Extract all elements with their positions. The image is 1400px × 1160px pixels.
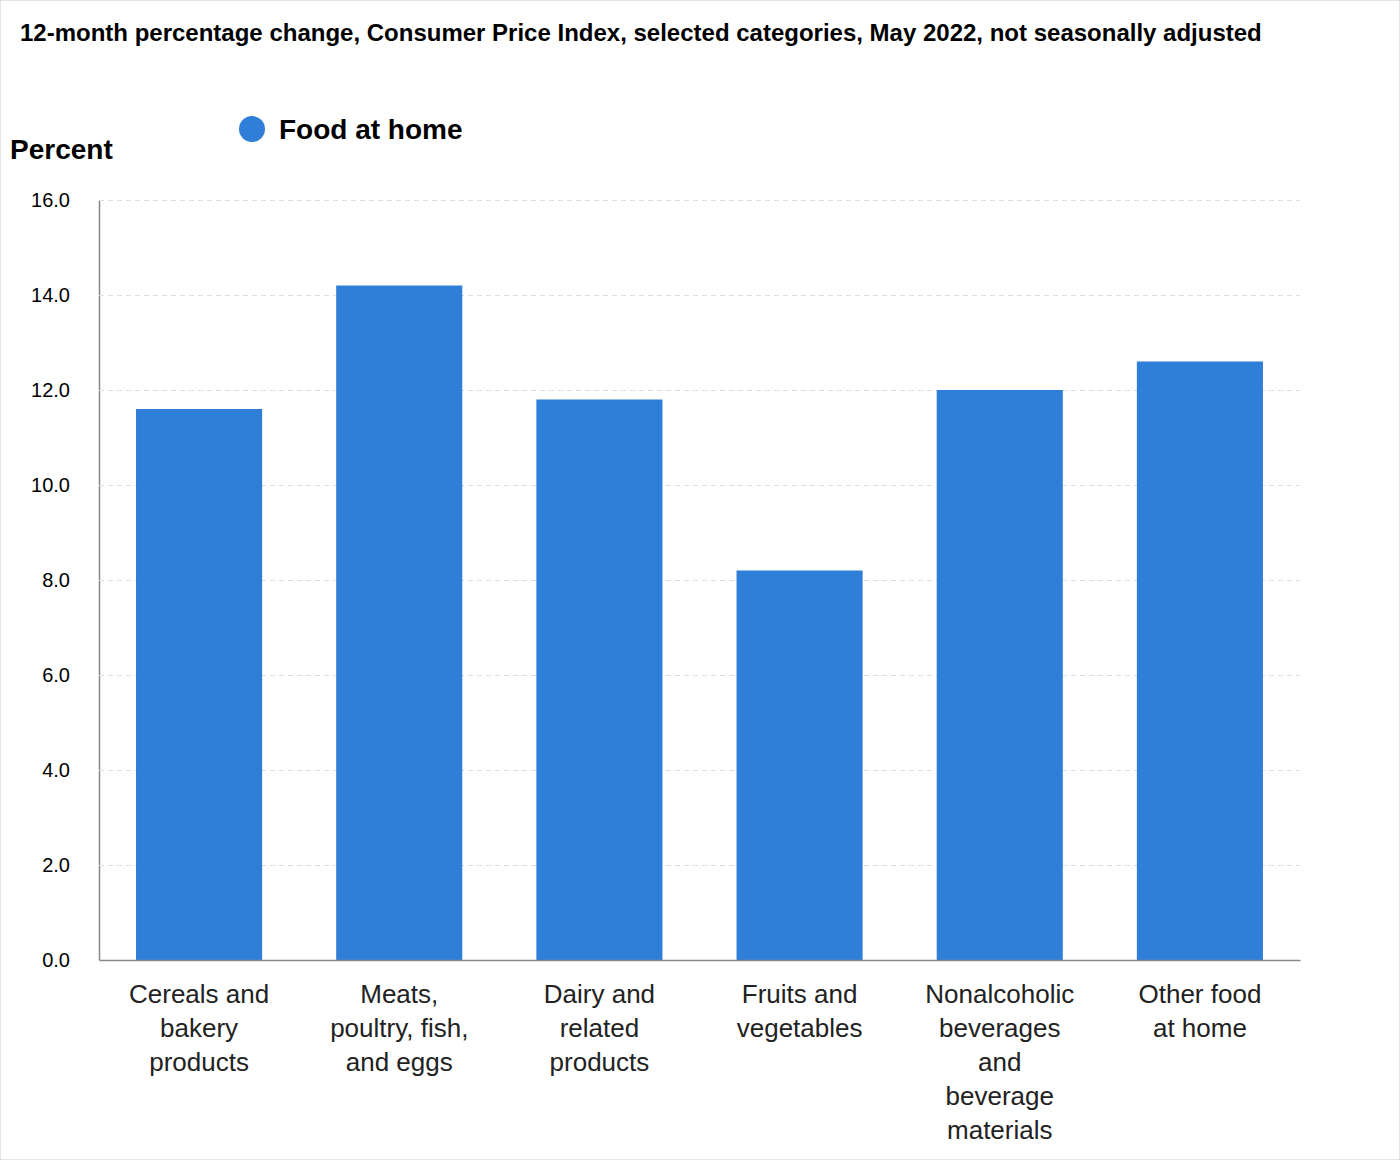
x-tick-label: Cereals and bakery products [129,979,269,1077]
text-line: 12-month percentage change, Consumer Pri… [20,19,1262,46]
y-tick: 14.0 [31,284,1300,306]
x-tick: Nonalcoholic beverages and beverage material… [925,979,1074,1145]
text-line: at home [1153,1013,1247,1043]
y-tick-label: 2.0 [42,854,70,876]
x-tick: Fruits and vegetables [737,979,863,1043]
bar [737,571,863,961]
text-line: bakery [160,1013,238,1043]
x-tick-label: Fruits and vegetables [737,979,863,1043]
y-axis-title: Percent [10,134,113,165]
text-line: and eggs [346,1047,453,1077]
text-line: related [560,1013,640,1043]
text-line: Nonalcoholic [925,979,1074,1009]
y-tick-label: 4.0 [42,759,70,781]
y-tick-label: 12.0 [31,379,70,401]
grid-line [99,865,1300,866]
text-line: products [550,1047,650,1077]
text-line: Fruits and [742,979,858,1009]
grid-line [99,960,1300,961]
title: 12-month percentage change, Consumer Pri… [20,19,1262,46]
y-tick-label: 0.0 [42,949,70,971]
y-tick-label: 10.0 [31,474,70,496]
text-line: materials [947,1115,1052,1145]
y-tick: 16.0 [31,189,1300,211]
y-tick-label: 6.0 [42,664,70,686]
bars [136,286,1263,961]
x-tick-label: Dairy and related products [544,979,655,1077]
grid-line [99,580,1300,581]
text-line: beverages [939,1013,1060,1043]
x-tick: Other food at home [1138,979,1261,1043]
text-line: Other food [1138,979,1261,1009]
text-line: products [149,1047,249,1077]
text-line: Dairy and [544,979,655,1009]
background [0,0,1400,1160]
y-axis: 0.0 2.0 4.0 6.0 8.0 10.0 12.0 14.0 16.0 [31,189,1300,971]
grid-line [99,390,1300,391]
x-tick: Meats, poultry, fish, and eggs [330,979,468,1077]
text-line: poultry, fish, [330,1013,468,1043]
chart: 12-month percentage change, Consumer Pri… [0,0,1400,1160]
text-line: Meats, [360,979,438,1009]
text-line: vegetables [737,1013,863,1043]
y-tick: 12.0 [31,379,1300,401]
y-tick-label: 8.0 [42,569,70,591]
legend-marker [239,116,265,142]
text-line: and [978,1047,1021,1077]
x-tick: Cereals and bakery products [129,979,269,1077]
x-tick-label: Nonalcoholic beverages and beverage material… [925,979,1074,1145]
grid-line [99,675,1300,676]
grid-line [99,770,1300,771]
x-tick: Dairy and related products [544,979,655,1077]
legend-label: Food at home [279,114,463,145]
bar [1137,362,1263,961]
x-tick-label: Meats, poultry, fish, and eggs [330,979,468,1077]
grid-line [99,295,1300,296]
x-axis-line [100,960,1301,962]
x-axis: Cereals and bakery products Meats, poultry, … [100,961,1301,1146]
grid-line [99,200,1300,201]
bar [937,390,1063,960]
y-tick-label: 14.0 [31,284,70,306]
legend: Food at home [239,114,463,145]
bar [336,286,462,961]
y-tick-label: 16.0 [31,189,70,211]
bar [536,400,662,961]
text-line: Cereals and [129,979,269,1009]
x-tick-label: Other food at home [1138,979,1261,1043]
grid-line [99,485,1300,486]
bar [136,409,262,960]
text-line: beverage [946,1081,1054,1111]
